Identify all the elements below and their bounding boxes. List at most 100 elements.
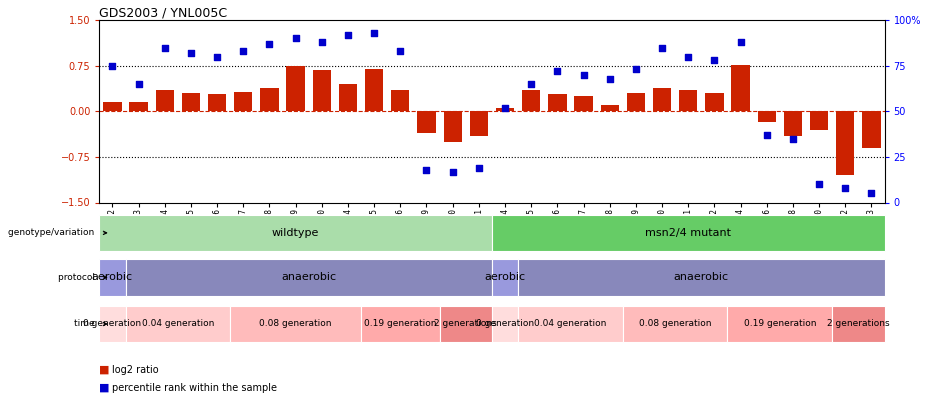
Text: protocol: protocol (58, 273, 97, 282)
Text: 0.19 generation: 0.19 generation (364, 320, 436, 328)
Point (628, 66, 643, 73)
Point (707, 57, 722, 64)
Point (445, 168, 460, 175)
Bar (126, 259, 492, 296)
Bar (862, 111, 881, 148)
Point (759, 132, 774, 139)
Bar (417, 111, 436, 133)
Point (838, 185, 853, 191)
Bar (758, 111, 776, 122)
Bar (103, 102, 122, 111)
Point (393, 48, 408, 54)
Bar (626, 93, 645, 111)
Text: 0.08 generation: 0.08 generation (259, 320, 332, 328)
Text: 0.19 generation: 0.19 generation (744, 320, 816, 328)
Bar (832, 306, 885, 342)
Text: genotype/variation: genotype/variation (9, 228, 97, 237)
Point (471, 164, 486, 171)
Bar (492, 306, 518, 342)
Point (550, 68, 565, 75)
Bar (260, 88, 279, 111)
Text: GDS2003 / YNL005C: GDS2003 / YNL005C (99, 6, 227, 19)
Point (524, 81, 539, 87)
Bar (492, 259, 518, 296)
Text: wildtype: wildtype (272, 228, 320, 238)
Point (131, 81, 146, 87)
Text: 0.04 generation: 0.04 generation (142, 320, 214, 328)
Bar (339, 84, 358, 111)
Point (785, 135, 800, 142)
Text: 0.04 generation: 0.04 generation (534, 320, 606, 328)
Bar (836, 111, 854, 175)
Text: 0 generation: 0 generation (83, 320, 142, 328)
Text: time: time (74, 320, 97, 328)
Bar (126, 306, 230, 342)
Point (262, 41, 277, 47)
Point (288, 35, 303, 42)
Text: log2 ratio: log2 ratio (112, 364, 158, 375)
Bar (99, 259, 126, 296)
Text: 2 generations: 2 generations (827, 320, 889, 328)
Text: anaerobic: anaerobic (674, 273, 728, 282)
Point (105, 62, 120, 69)
Point (864, 190, 879, 197)
Bar (810, 111, 829, 130)
Bar (99, 215, 492, 251)
Point (733, 39, 748, 45)
Bar (155, 90, 174, 111)
Text: 2 generations: 2 generations (434, 320, 497, 328)
Point (680, 53, 695, 60)
Text: msn2/4 mutant: msn2/4 mutant (645, 228, 731, 238)
Bar (548, 94, 567, 111)
Text: aerobic: aerobic (92, 273, 133, 282)
Bar (679, 90, 697, 111)
Point (314, 39, 329, 45)
Bar (208, 94, 226, 111)
Bar (518, 306, 622, 342)
Bar (522, 90, 540, 111)
Point (576, 72, 591, 78)
Point (812, 181, 827, 188)
Bar (653, 88, 672, 111)
Point (184, 50, 199, 56)
Bar (574, 96, 593, 111)
Point (236, 48, 251, 54)
Bar (230, 306, 361, 342)
Point (209, 53, 225, 60)
Point (498, 104, 513, 111)
Bar (234, 92, 253, 111)
Point (366, 30, 381, 36)
Bar (783, 111, 802, 136)
Text: 0 generation: 0 generation (476, 320, 534, 328)
Text: anaerobic: anaerobic (281, 273, 336, 282)
Bar (601, 105, 619, 111)
Text: percentile rank within the sample: percentile rank within the sample (112, 383, 276, 393)
Bar (727, 306, 832, 342)
Bar (496, 108, 515, 111)
Bar (469, 111, 488, 136)
Bar (518, 259, 885, 296)
Bar (312, 70, 331, 111)
Bar (361, 306, 440, 342)
Bar (391, 90, 410, 111)
Bar (99, 306, 126, 342)
Bar (182, 93, 201, 111)
Bar (731, 64, 750, 111)
Point (655, 44, 670, 51)
Text: 0.08 generation: 0.08 generation (639, 320, 711, 328)
Text: aerobic: aerobic (484, 273, 526, 282)
Bar (444, 111, 462, 142)
Bar (705, 93, 724, 111)
Point (419, 166, 434, 173)
Point (157, 44, 172, 51)
Point (341, 32, 356, 38)
Bar (130, 102, 148, 111)
Text: ■: ■ (99, 383, 110, 393)
Bar (365, 69, 383, 111)
Point (603, 75, 618, 82)
Bar (440, 306, 492, 342)
Bar (287, 66, 305, 111)
Bar (622, 306, 727, 342)
Text: ■: ■ (99, 364, 110, 375)
Bar (492, 215, 885, 251)
